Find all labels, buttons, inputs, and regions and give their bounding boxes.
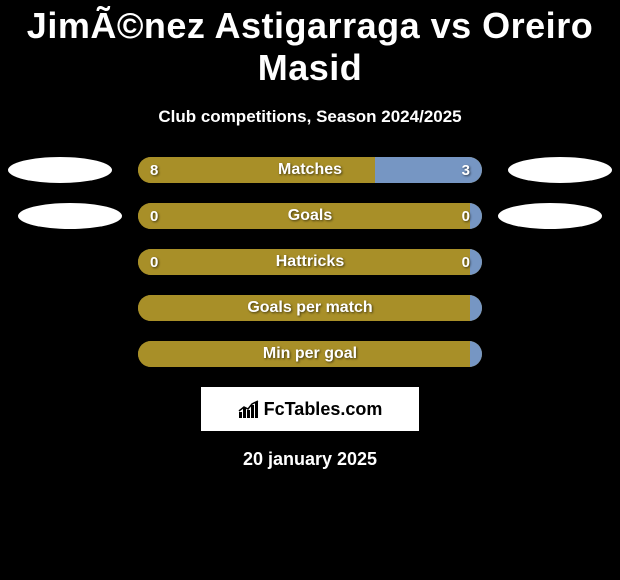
stat-bar-right: 0: [470, 203, 482, 229]
stat-bar: Goals per match: [138, 295, 482, 321]
stats-container: 83Matches00Goals00HattricksGoals per mat…: [0, 157, 620, 367]
player-right-marker: [508, 157, 612, 183]
stat-row: Goals per match: [0, 295, 620, 321]
stat-bar: Min per goal: [138, 341, 482, 367]
stat-bar: 83Matches: [138, 157, 482, 183]
stat-bar-right: 3: [375, 157, 482, 183]
brand-logo-box: FcTables.com: [201, 387, 419, 431]
brand-logo-text: FcTables.com: [238, 399, 383, 420]
brand-name: FcTables.com: [264, 399, 383, 420]
stat-bar-left: 0: [138, 249, 470, 275]
stat-bar-right: [470, 341, 482, 367]
stat-value-left: 8: [150, 162, 158, 179]
stat-bar-right: [470, 295, 482, 321]
player-left-marker: [8, 157, 112, 183]
stat-value-right: 0: [462, 254, 470, 271]
stat-bar-right: 0: [470, 249, 482, 275]
date-text: 20 january 2025: [0, 449, 620, 470]
stat-value-right: 3: [462, 162, 470, 179]
subtitle: Club competitions, Season 2024/2025: [0, 107, 620, 127]
stat-row: Min per goal: [0, 341, 620, 367]
stat-bar-left: 8: [138, 157, 375, 183]
stat-row: 00Goals: [0, 203, 620, 229]
page-title: JimÃ©nez Astigarraga vs Oreiro Masid: [0, 0, 620, 89]
stat-bar-left: 0: [138, 203, 470, 229]
stat-row: 00Hattricks: [0, 249, 620, 275]
stat-value-right: 0: [462, 208, 470, 225]
stat-bar: 00Goals: [138, 203, 482, 229]
player-right-marker: [498, 203, 602, 229]
stat-value-left: 0: [150, 254, 158, 271]
stat-bar-left: [138, 341, 470, 367]
stat-row: 83Matches: [0, 157, 620, 183]
chart-icon: [238, 400, 260, 418]
player-left-marker: [18, 203, 122, 229]
stat-bar-left: [138, 295, 470, 321]
stat-bar: 00Hattricks: [138, 249, 482, 275]
stat-value-left: 0: [150, 208, 158, 225]
